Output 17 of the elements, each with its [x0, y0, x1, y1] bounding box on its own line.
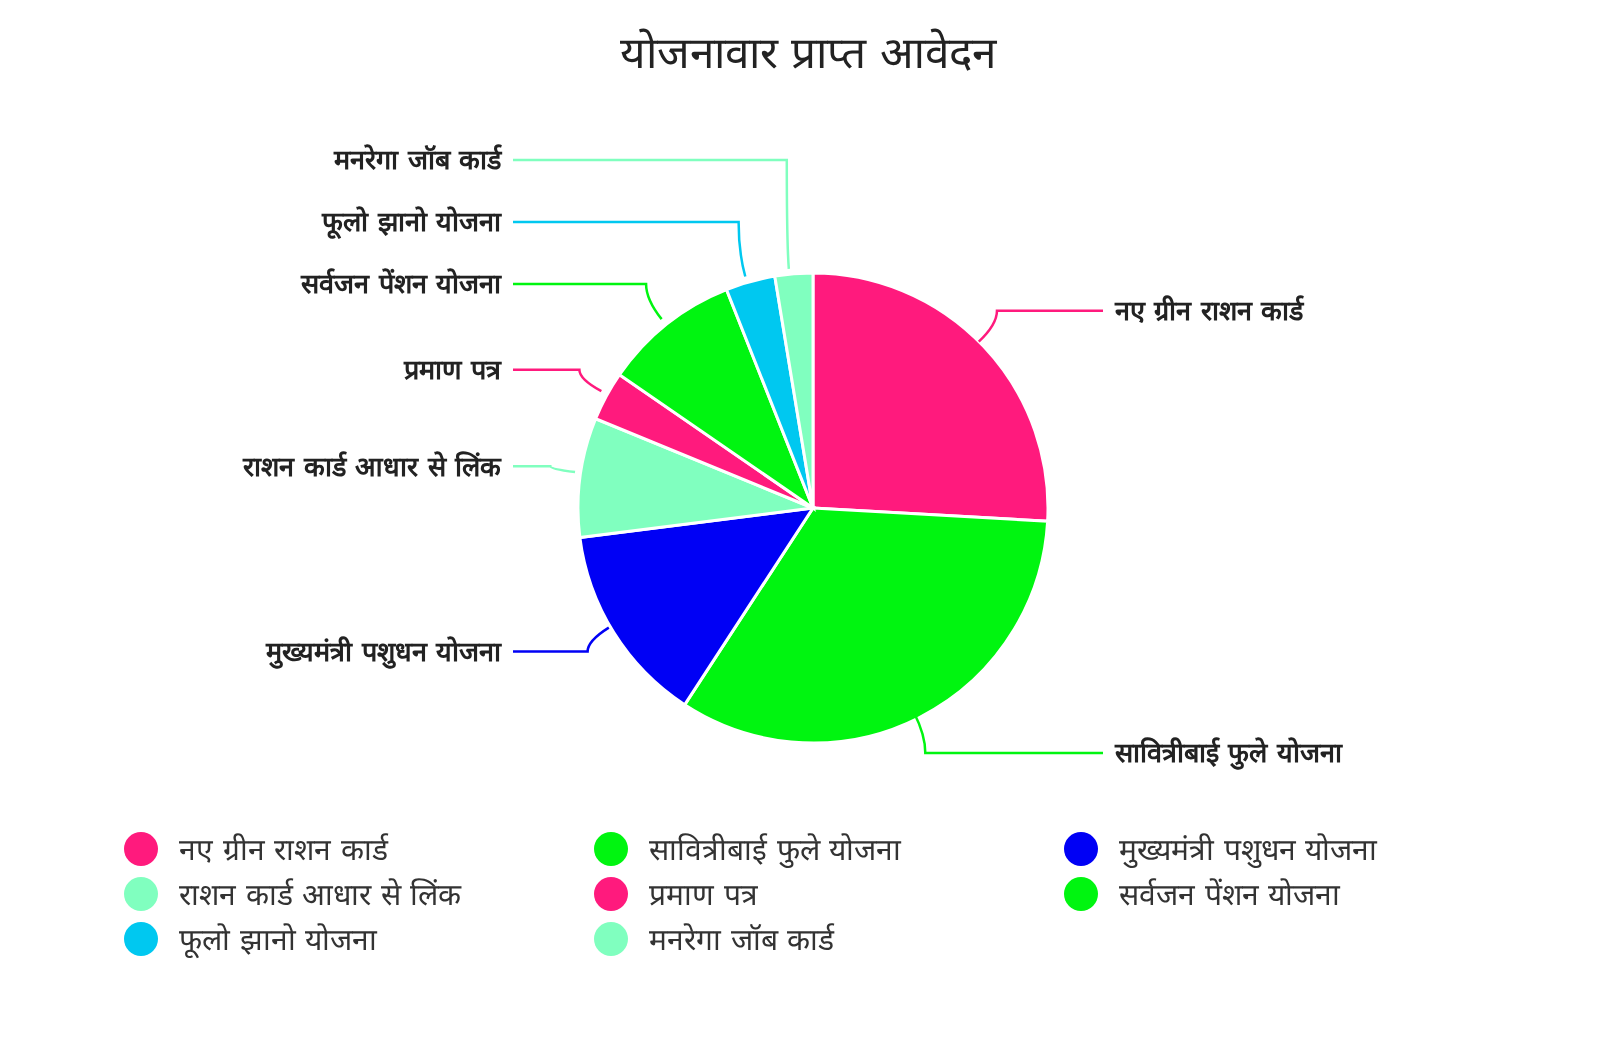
slice-label: फूलो झानो योजना [321, 206, 502, 241]
slice-label: राशन कार्ड आधार से लिंक [242, 450, 502, 482]
slice-label: सर्वजन पेंशन योजना [300, 268, 502, 300]
legend-label: राशन कार्ड आधार से लिंक [179, 876, 462, 914]
legend-label: मनरेगा जॉब कार्ड [649, 921, 835, 959]
legend-label: सावित्रीबाई फुले योजना [649, 831, 902, 869]
legend-label: मुख्यमंत्री पशुधन योजना [1119, 831, 1378, 869]
legend-label: नए ग्रीन राशन कार्ड [179, 831, 388, 869]
legend-label: प्रमाण पत्र [649, 876, 758, 914]
chart-title: योजनावार प्राप्त आवेदन [619, 27, 999, 78]
legend-label: फूलो झानो योजना [179, 921, 378, 959]
slice-label: प्रमाण पत्र [402, 354, 502, 386]
slice-label: मुख्यमंत्री पशुधन योजना [265, 635, 502, 669]
legend-label: सर्वजन पेंशन योजना [1119, 876, 1341, 914]
slice-label: नए ग्रीन राशन कार्ड [1114, 295, 1306, 327]
slice-label: सावित्रीबाई फुले योजना [1114, 737, 1343, 771]
slice-label: मनरेगा जॉब कार्ड [333, 144, 503, 176]
